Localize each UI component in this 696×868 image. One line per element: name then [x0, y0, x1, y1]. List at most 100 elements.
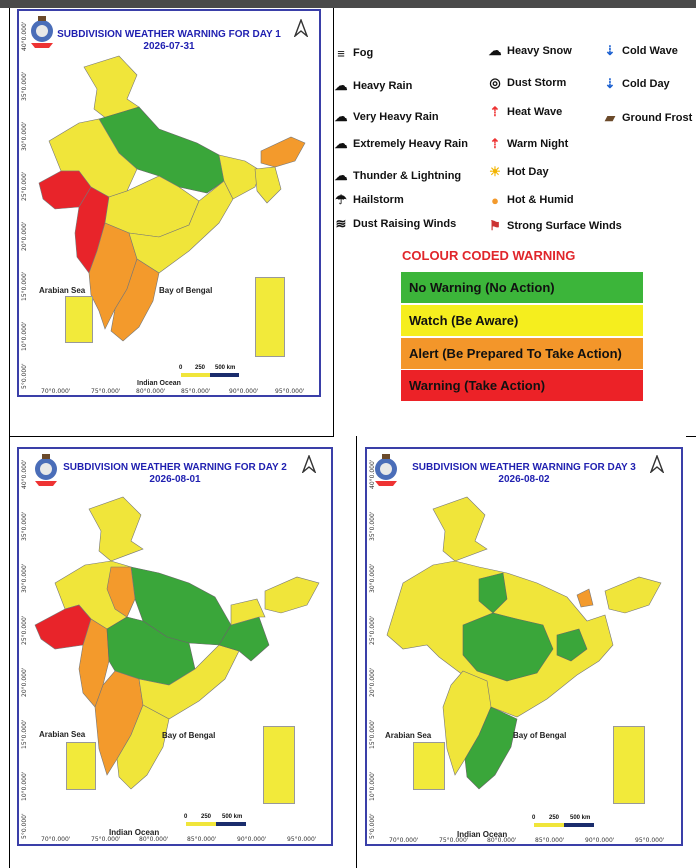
- heavy-rain-icon: ☁: [334, 78, 348, 93]
- lakshadweep-inset: [65, 296, 93, 343]
- andaman-inset: [255, 277, 285, 357]
- emblem-logo: [373, 453, 399, 492]
- scale-label-end: 500 km: [215, 365, 236, 371]
- india-map-day-3: [386, 496, 662, 790]
- lon-tick: 80°0.000': [139, 836, 169, 843]
- lat-tick: 30°0.000': [21, 563, 28, 593]
- hot-day-icon: ☀: [489, 164, 501, 179]
- legend-item-strong-surface-winds: ⚑ Strong Surface Winds: [487, 218, 622, 234]
- north-arrow-icon: [649, 454, 665, 478]
- label-arabian-sea: Arabian Sea: [39, 286, 86, 295]
- lon-tick: 95°0.000': [275, 388, 305, 395]
- grid-divider-horizontal-right: [686, 436, 696, 437]
- lat-tick: 10°0.000': [21, 771, 28, 801]
- legend-item-hot-day: ☀ Hot Day: [487, 164, 548, 180]
- fog-icon: ≡: [337, 45, 345, 61]
- label-arabian-sea: Arabian Sea: [385, 731, 432, 740]
- lat-tick: 5°0.000': [21, 363, 28, 389]
- label-indian-ocean: Indian Ocean: [109, 828, 160, 837]
- andaman-inset: [613, 726, 645, 804]
- label-bay-of-bengal: Bay of Bengal: [513, 731, 567, 740]
- lat-tick: 40°0.000': [21, 459, 28, 489]
- india-map-day-1: [38, 55, 306, 342]
- lakshadweep-inset: [66, 742, 96, 790]
- thunder-lightning-icon: ☁: [334, 168, 348, 183]
- lon-tick: 95°0.000': [287, 836, 317, 843]
- extremely-heavy-rain-icon: ☁: [334, 136, 348, 151]
- panel-title: SUBDIVISION WEATHER WARNING FOR DAY 3: [412, 462, 636, 473]
- lon-tick: 85°0.000': [187, 836, 217, 843]
- scale-label-zero: 0: [184, 814, 188, 820]
- grid-divider-horizontal: [9, 436, 334, 437]
- lon-tick: 85°0.000': [535, 837, 565, 844]
- scale-label-mid: 250: [549, 815, 560, 821]
- lon-tick: 70°0.000': [41, 836, 71, 843]
- legend-item-warm-night: ⇡ Warm Night: [487, 136, 569, 152]
- legend-item-hailstorm: ☂ Hailstorm: [333, 192, 404, 208]
- emblem-logo: [33, 453, 59, 492]
- panel-date: 2026-08-02: [498, 474, 550, 485]
- lon-tick: 75°0.000': [91, 388, 121, 395]
- legend-item-heat-wave: ⇡ Heat Wave: [487, 104, 563, 120]
- grid-divider-vertical-top: [333, 8, 334, 436]
- scale-label-zero: 0: [179, 365, 183, 371]
- legend-item-fog: ≡ Fog: [333, 45, 373, 61]
- legend-item-cold-day: ⇣ Cold Day: [602, 76, 670, 92]
- legend-item-thunder-lightning: ☁ Thunder & Lightning: [334, 168, 462, 183]
- warning-level-no-warning: No Warning (No Action): [401, 272, 643, 303]
- lat-tick: 35°0.000': [369, 511, 376, 541]
- cold-day-icon: ⇣: [604, 76, 616, 91]
- lat-tick: 35°0.000': [21, 511, 28, 541]
- heat-wave-icon: ⇡: [489, 104, 501, 119]
- hot-humid-icon: ●: [491, 192, 499, 208]
- lat-tick: 15°0.000': [369, 719, 376, 749]
- label-arabian-sea: Arabian Sea: [39, 730, 86, 739]
- legend-item-hot-humid: ● Hot & Humid: [487, 192, 574, 208]
- lat-tick: 25°0.000': [369, 615, 376, 645]
- lat-tick: 30°0.000': [369, 563, 376, 593]
- india-map-day-2: [34, 496, 320, 790]
- label-indian-ocean: Indian Ocean: [137, 380, 181, 387]
- scale-label-mid: 250: [201, 814, 212, 820]
- lat-tick: 5°0.000': [21, 813, 28, 839]
- lat-tick: 40°0.000': [21, 21, 28, 51]
- legend-item-dust-raising-winds: ≋ Dust Raising Winds: [333, 216, 457, 232]
- north-arrow-icon: [293, 18, 309, 42]
- cold-wave-icon: ⇣: [604, 43, 616, 58]
- lat-tick: 30°0.000': [21, 121, 28, 151]
- lat-tick: 15°0.000': [21, 719, 28, 749]
- legend-item-dust-storm: ◎ Dust Storm: [487, 75, 566, 91]
- lon-tick: 95°0.000': [635, 837, 665, 844]
- lon-tick: 70°0.000': [389, 837, 419, 844]
- dust-raising-winds-icon: ≋: [335, 216, 347, 231]
- lat-tick: 25°0.000': [21, 171, 28, 201]
- map-panel-day-3: SUBDIVISION WEATHER WARNING FOR DAY 3 20…: [365, 447, 683, 846]
- lat-tick: 20°0.000': [21, 667, 28, 697]
- lon-tick: 90°0.000': [237, 836, 267, 843]
- window-top-bar: [0, 0, 696, 8]
- legend-item-extremely-heavy-rain: ☁ Extremely Heavy Rain: [334, 136, 468, 151]
- scale-label-zero: 0: [532, 815, 536, 821]
- lat-tick: 5°0.000': [369, 813, 376, 839]
- heavy-snow-icon: ☁: [488, 43, 502, 58]
- lat-tick: 40°0.000': [369, 459, 376, 489]
- warning-level-alert: Alert (Be Prepared To Take Action): [401, 338, 643, 369]
- lon-tick: 75°0.000': [439, 837, 469, 844]
- legend-item-cold-wave: ⇣ Cold Wave: [602, 43, 678, 59]
- map-panel-day-1: SUBDIVISION WEATHER WARNING FOR DAY 1 20…: [17, 9, 321, 397]
- lat-tick: 35°0.000': [21, 71, 28, 101]
- lat-tick: 20°0.000': [21, 221, 28, 251]
- panel-date: 2026-07-31: [143, 41, 195, 52]
- scale-label-mid: 250: [195, 365, 206, 371]
- scale-bar: [534, 823, 594, 827]
- grid-divider-vertical-mid: [356, 436, 357, 868]
- lon-tick: 85°0.000': [181, 388, 211, 395]
- map-panel-day-2: SUBDIVISION WEATHER WARNING FOR DAY 2 20…: [17, 447, 333, 846]
- colour-coded-title: COLOUR CODED WARNING: [402, 248, 576, 263]
- scale-bar: [181, 373, 239, 377]
- lat-tick: 10°0.000': [369, 771, 376, 801]
- grid-divider-vertical-left: [9, 8, 10, 868]
- dust-storm-icon: ◎: [489, 75, 501, 90]
- legend-item-heavy-snow: ☁ Heavy Snow: [488, 43, 572, 58]
- warning-level-watch: Watch (Be Aware): [401, 305, 643, 336]
